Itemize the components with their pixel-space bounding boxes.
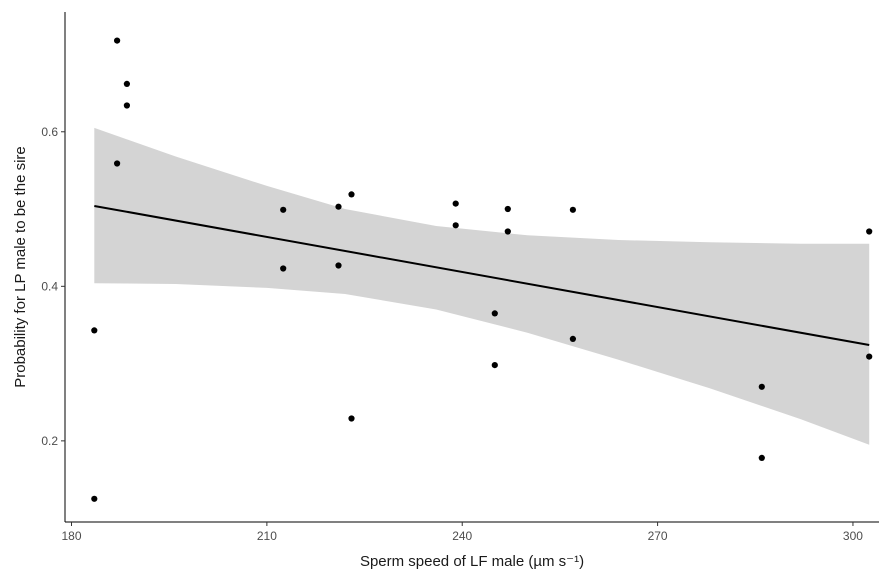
data-point — [91, 495, 98, 502]
data-point — [569, 206, 577, 213]
regression-line — [94, 204, 870, 347]
data-point — [866, 353, 873, 360]
data-point — [504, 228, 511, 235]
x-axis-title: Sperm speed of LF male (µm s⁻¹) — [360, 553, 584, 570]
data-point — [335, 203, 342, 210]
data-point — [280, 265, 287, 272]
y-axis-ticks: 0.2 0.4 0.6 — [41, 125, 65, 448]
x-tick-label: 210 — [257, 529, 277, 543]
data-point — [491, 362, 498, 369]
data-point — [452, 200, 459, 207]
data-point — [335, 262, 342, 269]
data-point — [91, 327, 98, 334]
x-tick-label: 180 — [61, 529, 81, 543]
data-point — [114, 37, 121, 44]
x-tick-label: 240 — [452, 529, 472, 543]
data-point — [114, 160, 121, 167]
data-point — [280, 206, 287, 213]
x-tick-label: 270 — [648, 529, 668, 543]
y-tick-label: 0.6 — [41, 125, 58, 139]
data-point — [348, 415, 355, 422]
data-point — [569, 335, 577, 342]
y-tick-label: 0.4 — [41, 279, 58, 293]
data-point — [452, 222, 459, 229]
data-point — [491, 310, 498, 317]
x-tick-label: 300 — [843, 529, 863, 543]
y-tick-label: 0.2 — [41, 434, 58, 448]
data-point — [348, 191, 355, 198]
plot-area — [91, 37, 873, 502]
data-point — [123, 80, 130, 87]
data-point — [758, 454, 765, 461]
data-point — [123, 102, 130, 109]
confidence-band — [94, 127, 870, 445]
data-point — [504, 205, 511, 213]
y-axis-title: Probability for LP male to be the sire — [12, 146, 29, 388]
data-point — [866, 228, 873, 235]
data-point — [758, 383, 765, 390]
x-axis-ticks: 180 210 240 270 300 — [61, 522, 863, 543]
